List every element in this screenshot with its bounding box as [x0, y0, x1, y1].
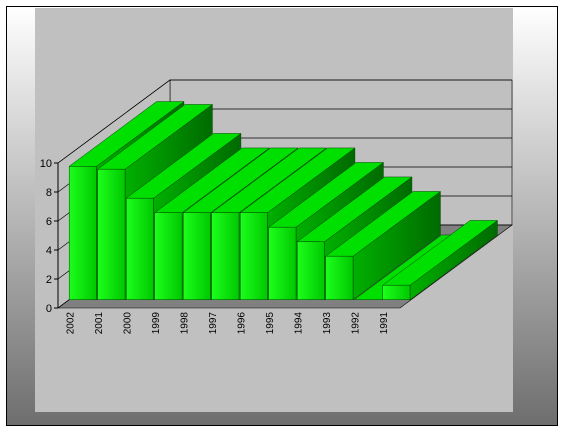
bar-front: [125, 197, 154, 300]
x-tick-label: 1996: [237, 312, 248, 335]
bar-front: [97, 168, 126, 300]
y-tick-label: 10: [40, 158, 52, 170]
x-tick-label: 1991: [379, 312, 390, 335]
bar: [324, 190, 442, 301]
y-tick-label: 6: [46, 216, 52, 228]
bar-front: [296, 241, 325, 300]
bar-front: [68, 166, 97, 300]
y-tick-label: 2: [46, 274, 52, 286]
x-tick-label: 1998: [180, 312, 191, 335]
x-tick-label: 2001: [94, 312, 105, 335]
x-tick-label: 2002: [66, 312, 77, 335]
x-tick-label: 1999: [151, 312, 162, 335]
x-tick-label: 2000: [123, 312, 134, 335]
grid-line: [57, 79, 512, 164]
y-tick-label: 8: [46, 187, 52, 199]
bar-front: [268, 226, 297, 300]
x-tick-label: 1994: [294, 312, 305, 335]
bar-front: [382, 284, 411, 300]
bar-front: [154, 212, 183, 300]
y-tick-label: 4: [46, 245, 52, 257]
bar-front: [182, 212, 211, 300]
bar: [381, 219, 499, 301]
x-tick-label: 1995: [265, 312, 276, 335]
x-tick-label: 1993: [322, 312, 333, 335]
y-tick-label: 0: [46, 303, 52, 315]
bar-front: [239, 212, 268, 300]
bar-front: [325, 255, 354, 300]
x-tick-label: 1997: [208, 312, 219, 335]
bar-front: [211, 212, 240, 300]
x-tick-label: 1992: [351, 312, 362, 335]
